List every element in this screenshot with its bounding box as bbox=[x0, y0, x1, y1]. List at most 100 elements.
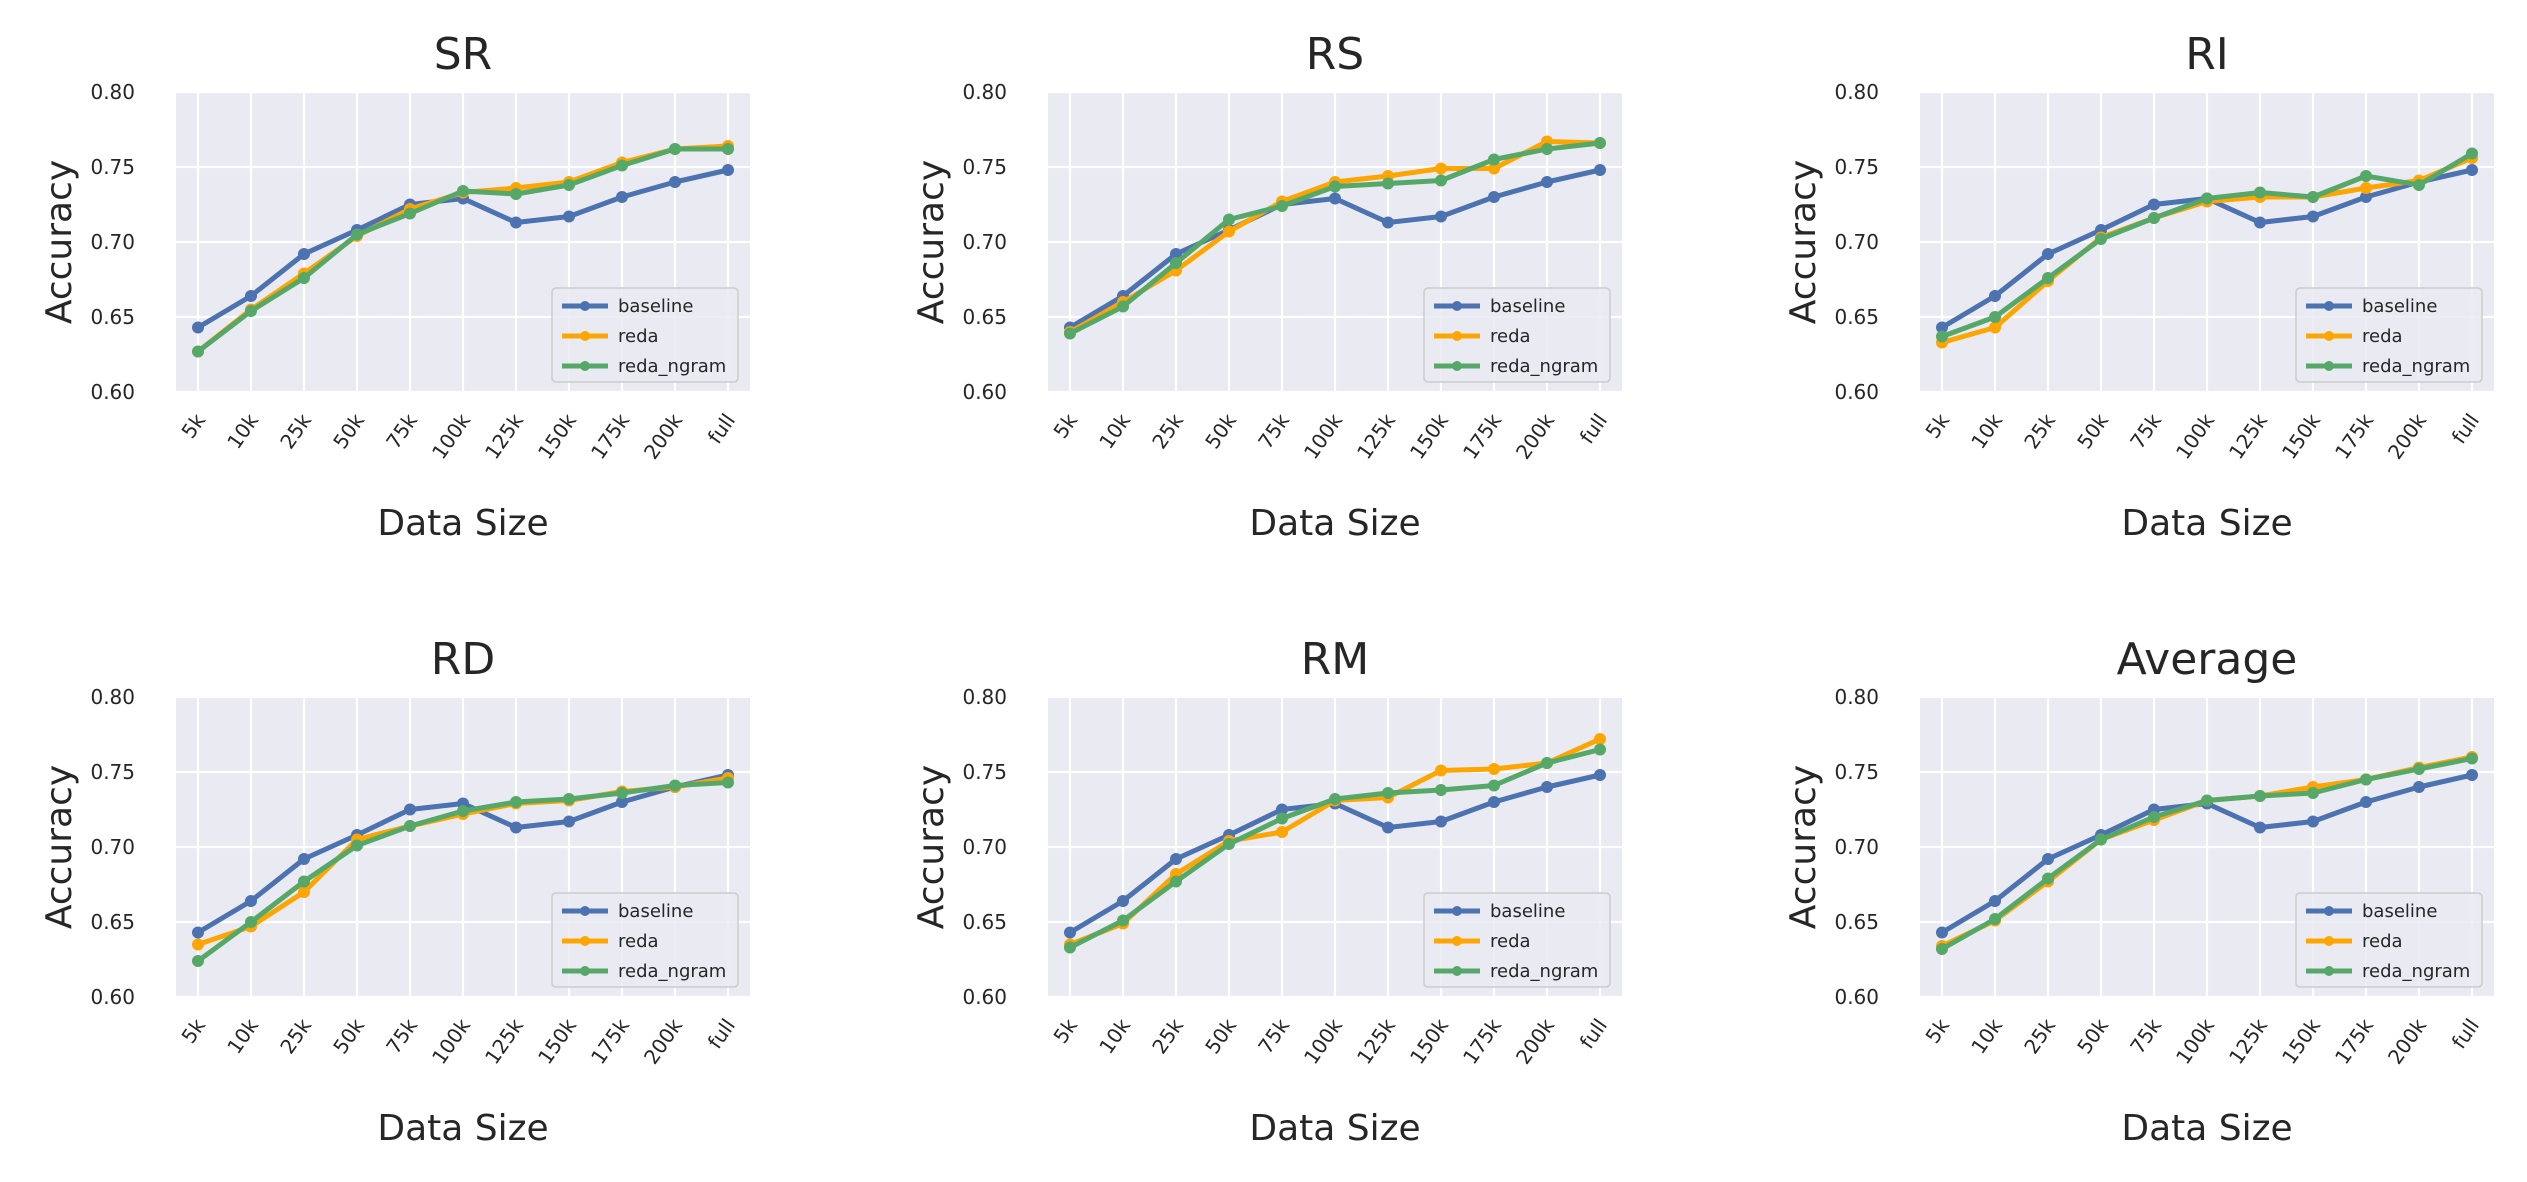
subplot-rs: 0.60 0.65 0.70 0.75 0.80 5k 10k 25k 50k 75k 100k 12… bbox=[911, 29, 1622, 544]
y-tick-label: 0.60 bbox=[1834, 985, 1879, 1009]
x-tick-label: 10k bbox=[1094, 409, 1135, 453]
data-point-reda_ngram bbox=[510, 796, 522, 808]
x-tick-label: full bbox=[1575, 1014, 1612, 1053]
y-tick-label: 0.80 bbox=[1834, 685, 1879, 709]
x-tick-label: 200k bbox=[2383, 1014, 2431, 1069]
legend: baseline reda reda_ngram bbox=[2295, 287, 2483, 383]
data-point-baseline bbox=[2254, 821, 2266, 834]
data-point-reda_ngram bbox=[1170, 875, 1182, 888]
data-point-reda_ngram bbox=[245, 916, 257, 928]
y-tick-label: 0.80 bbox=[90, 80, 135, 104]
data-point-reda_ngram bbox=[2042, 872, 2054, 885]
data-point-baseline bbox=[1541, 781, 1553, 793]
x-tick-label: 150k bbox=[533, 1014, 581, 1069]
chart-title: Average bbox=[2117, 634, 2298, 685]
x-axis-label: Data Size bbox=[377, 1108, 548, 1149]
x-tick-label: 10k bbox=[1966, 409, 2007, 453]
y-tick-label: 0.75 bbox=[962, 760, 1007, 784]
legend-label: reda bbox=[618, 326, 659, 347]
x-tick-label: 25k bbox=[2019, 1014, 2060, 1058]
y-tick-label: 0.60 bbox=[1834, 380, 1879, 404]
data-point-baseline bbox=[1936, 321, 1948, 334]
x-tick-label: full bbox=[2447, 409, 2484, 448]
x-tick-label: 100k bbox=[427, 409, 475, 464]
x-tick-label: 125k bbox=[2224, 1014, 2272, 1069]
y-axis-label: Accuracy bbox=[1783, 160, 1824, 324]
y-tick-label: 0.70 bbox=[90, 230, 135, 254]
data-point-baseline bbox=[563, 815, 575, 828]
x-tick-label: 125k bbox=[2224, 409, 2272, 464]
legend-marker bbox=[580, 966, 590, 976]
x-tick-label: 75k bbox=[1253, 1014, 1294, 1058]
data-point-baseline bbox=[2466, 164, 2478, 176]
data-point-reda_ngram bbox=[669, 779, 681, 792]
data-point-reda_ngram bbox=[1117, 300, 1129, 313]
data-point-reda_ngram bbox=[1223, 213, 1235, 226]
data-point-reda_ngram bbox=[457, 805, 469, 817]
data-point-reda_ngram bbox=[1989, 913, 2001, 925]
data-point-reda_ngram bbox=[1936, 943, 1948, 955]
x-tick-label: 150k bbox=[2277, 1014, 2325, 1069]
data-point-baseline bbox=[2307, 210, 2319, 223]
legend-marker bbox=[1452, 361, 1462, 371]
legend-label: reda bbox=[2362, 326, 2403, 347]
legend-label: baseline bbox=[2362, 901, 2437, 922]
x-tick-label: full bbox=[703, 1014, 740, 1053]
y-tick-label: 0.75 bbox=[1834, 155, 1879, 179]
data-point-baseline bbox=[2360, 191, 2372, 203]
data-point-baseline bbox=[192, 926, 204, 939]
legend-marker bbox=[580, 331, 590, 341]
x-tick-label: 100k bbox=[1299, 1014, 1347, 1069]
data-point-reda_ngram bbox=[510, 188, 522, 200]
y-tick-label: 0.65 bbox=[1834, 305, 1879, 329]
legend-label: reda_ngram bbox=[1490, 356, 1598, 377]
x-tick-label: 125k bbox=[1352, 1014, 1400, 1069]
data-point-baseline bbox=[1989, 895, 2001, 907]
data-point-reda_ngram bbox=[2254, 790, 2266, 802]
x-tick-label: 50k bbox=[1200, 1014, 1241, 1058]
y-tick-label: 0.70 bbox=[1834, 835, 1879, 859]
data-point-baseline bbox=[2042, 248, 2054, 260]
x-axis-label: Data Size bbox=[2121, 503, 2292, 544]
legend-marker bbox=[580, 361, 590, 371]
x-tick-label: 25k bbox=[1147, 1014, 1188, 1058]
data-point-reda_ngram bbox=[2466, 752, 2478, 765]
data-point-baseline bbox=[1064, 926, 1076, 939]
data-point-baseline bbox=[1329, 192, 1341, 205]
data-point-reda_ngram bbox=[1064, 941, 1076, 954]
x-tick-label: 200k bbox=[639, 409, 687, 464]
data-point-reda_ngram bbox=[2201, 794, 2213, 807]
data-point-reda_ngram bbox=[2413, 179, 2425, 191]
x-tick-label: full bbox=[2447, 1014, 2484, 1053]
data-point-reda_ngram bbox=[2466, 147, 2478, 160]
data-point-baseline bbox=[510, 821, 522, 834]
data-point-reda_ngram bbox=[298, 875, 310, 888]
x-tick-label: 25k bbox=[1147, 409, 1188, 453]
y-axis-label: Accuracy bbox=[1783, 765, 1824, 929]
x-tick-label: 75k bbox=[381, 409, 422, 453]
data-point-reda bbox=[1594, 733, 1606, 745]
legend-label: baseline bbox=[1490, 296, 1565, 317]
legend-label: reda_ngram bbox=[618, 356, 726, 377]
legend-marker bbox=[580, 906, 590, 916]
y-tick-label: 0.80 bbox=[962, 685, 1007, 709]
data-point-reda_ngram bbox=[1488, 153, 1500, 166]
x-tick-label: 25k bbox=[2019, 409, 2060, 453]
x-tick-label: 50k bbox=[328, 409, 369, 453]
x-tick-label: 100k bbox=[2171, 1014, 2219, 1069]
x-tick-label: 100k bbox=[2171, 409, 2219, 464]
x-tick-label: 200k bbox=[1511, 1014, 1559, 1069]
legend-label: baseline bbox=[1490, 901, 1565, 922]
y-tick-label: 0.80 bbox=[1834, 80, 1879, 104]
x-tick-label: 75k bbox=[2125, 409, 2166, 453]
x-tick-label: 5k bbox=[1048, 1014, 1082, 1048]
x-axis-label: Data Size bbox=[1249, 503, 1420, 544]
y-tick-label: 0.65 bbox=[962, 305, 1007, 329]
legend-marker bbox=[2324, 966, 2334, 976]
legend-frame bbox=[1423, 287, 1611, 383]
legend-marker bbox=[2324, 301, 2334, 311]
data-point-baseline bbox=[2254, 216, 2266, 229]
data-point-reda_ngram bbox=[1329, 793, 1341, 805]
legend-marker bbox=[1452, 331, 1462, 341]
